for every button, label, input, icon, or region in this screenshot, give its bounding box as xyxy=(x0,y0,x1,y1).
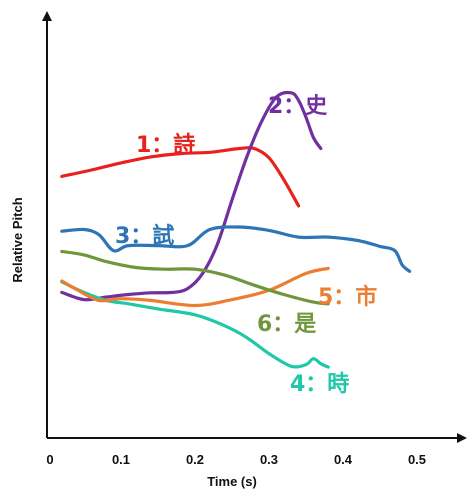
x-tick-label: 0 xyxy=(46,452,53,467)
series-line-2 xyxy=(60,90,323,302)
x-axis-label: Time (s) xyxy=(207,474,257,489)
series-line-6 xyxy=(60,249,330,306)
series-labels: 1：詩 2：史 3：試 4：時 5：市6：是 xyxy=(115,94,377,397)
series-line-3 xyxy=(60,225,412,273)
x-tick-labels: 0 0.1 0.2 0.3 0.4 0.5 xyxy=(46,452,426,467)
series-label-6: 6：是 xyxy=(257,312,316,337)
x-tick-label: 0.1 xyxy=(112,452,130,467)
x-tick-label: 0.3 xyxy=(260,452,278,467)
series-line-1 xyxy=(60,146,301,208)
series-label-1: 1：詩 xyxy=(136,133,195,158)
x-tick-label: 0.2 xyxy=(186,452,204,467)
series-label-5: 5：市 xyxy=(318,284,377,310)
series-lines xyxy=(60,90,412,369)
series-label-2: 2：史 xyxy=(268,94,328,119)
series-label-4: 4：時 xyxy=(290,372,349,397)
series-line-5 xyxy=(60,266,330,308)
x-tick-label: 0.5 xyxy=(408,452,426,467)
y-axis-label: Relative Pitch xyxy=(10,197,25,282)
x-tick-label: 0.4 xyxy=(334,452,353,467)
series-label-3: 3：試 xyxy=(115,223,174,249)
